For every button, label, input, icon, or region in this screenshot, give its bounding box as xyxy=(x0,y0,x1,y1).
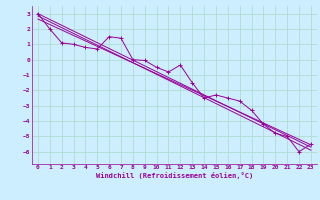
X-axis label: Windchill (Refroidissement éolien,°C): Windchill (Refroidissement éolien,°C) xyxy=(96,172,253,179)
